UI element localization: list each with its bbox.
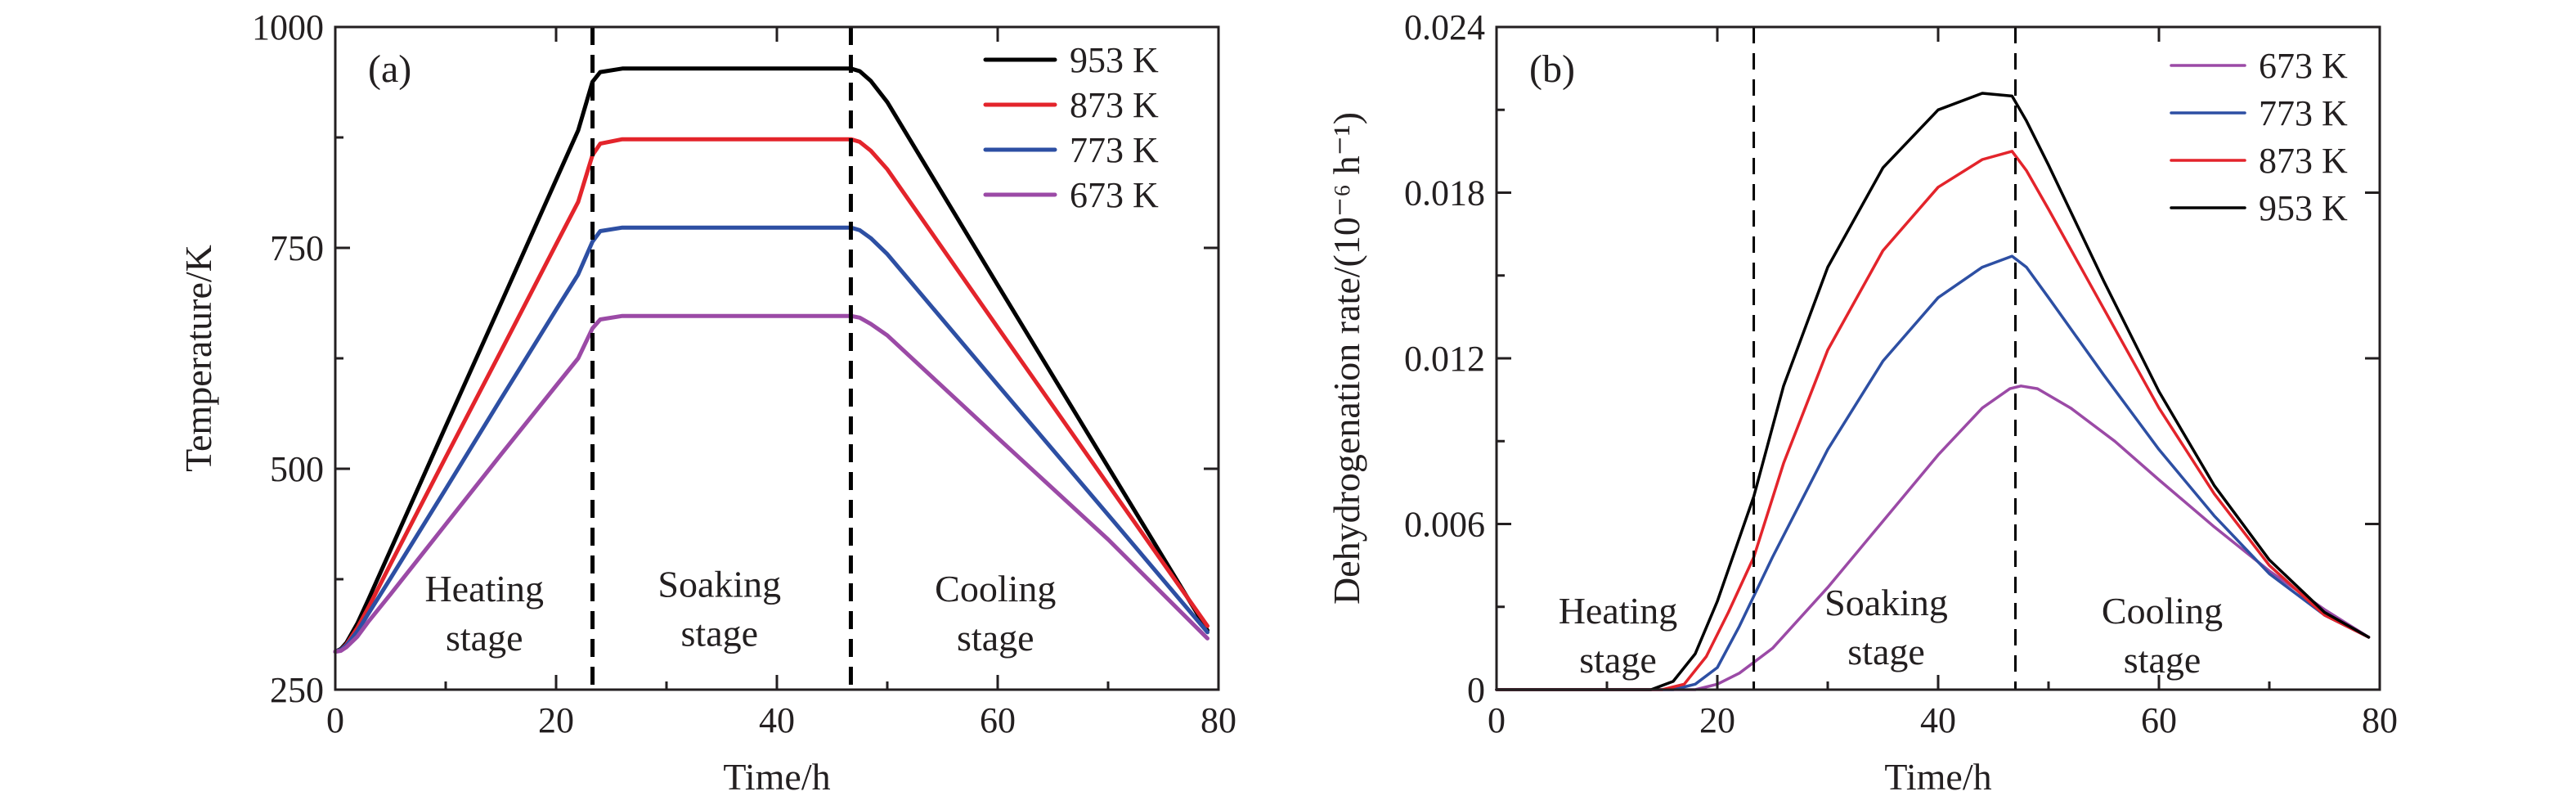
x-tick-label: 40 [759,700,795,740]
y-tick-label: 0 [1467,670,1485,710]
legend-label-773-k: 773 K [2259,93,2348,133]
series-line-953-k [1495,92,2371,691]
stage-label-cooling: Cooling stage [2102,590,2223,681]
x-tick-label: 60 [2141,700,2177,740]
y-tick-label: 0.024 [1404,7,1485,47]
y-axis-label: Dehydrogenation rate/(10⁻⁶ h⁻¹) [1326,112,1367,605]
y-tick-label: 0.018 [1404,173,1485,214]
stage-label-line: stage [1847,631,1925,672]
legend-label-953-k: 953 K [1070,40,1159,80]
stage-label-heating: Heating stage [1559,590,1678,681]
x-tick-label: 80 [1200,700,1236,740]
y-tick-label: 1000 [252,7,324,47]
series-line-773-k [333,225,1209,654]
panel-label: (b) [1529,47,1575,91]
stage-label-line: stage [681,613,759,654]
series-line-673-k [333,313,1209,654]
stage-label-line: stage [446,617,523,659]
panel-a-temperature-chart: 0 20 40 60 80 250 500 750 1000 Time/h Temperature/… [177,7,1236,798]
x-tick-label: 60 [980,700,1016,740]
y-axis-label: Temperature/K [177,245,219,472]
stage-label-line: Heating [1559,590,1678,632]
stage-label-line: stage [2124,639,2201,681]
x-tick-label: 80 [2362,700,2398,740]
x-tick-label: 40 [1920,700,1956,740]
stage-label-soaking: Soaking stage [1824,582,1948,672]
legend-label-873-k: 873 K [2259,141,2348,181]
stage-label-line: Cooling [935,568,1056,609]
legend-label-773-k: 773 K [1070,130,1159,170]
stage-label-line: stage [1579,639,1657,681]
legend: 673 K 773 K 873 K 953 K [2170,46,2348,228]
stage-label-line: Soaking [657,564,781,605]
stage-label-line: stage [957,617,1034,659]
stage-label-soaking: Soaking stage [657,564,781,654]
y-tick-label: 0.012 [1404,339,1485,379]
x-tick-label: 20 [538,700,574,740]
legend-label-953-k: 953 K [2259,188,2348,228]
stage-label-line: Soaking [1824,582,1948,623]
series-line-873-k [333,137,1209,654]
stage-label-heating: Heating stage [424,568,544,659]
x-axis-label: Time/h [723,756,830,798]
stage-label-line: Heating [424,568,544,609]
stage-label-line: Cooling [2102,590,2223,632]
stage-label-cooling: Cooling stage [935,568,1056,659]
x-tick-label: 0 [326,700,344,740]
legend-label-873-k: 873 K [1070,85,1159,125]
legend-label-673-k: 673 K [1070,175,1159,215]
y-tick-label: 750 [270,228,324,268]
series-line-953-k [333,66,1209,654]
x-tick-label: 20 [1699,700,1735,740]
y-tick-label: 250 [270,670,324,710]
x-axis-label: Time/h [1884,756,1991,798]
panel-label: (a) [368,47,411,91]
series-line-873-k [1495,150,2371,691]
series-line-673-k [1495,385,2371,691]
series-line-773-k [1495,254,2371,691]
y-tick-label: 0.006 [1404,505,1485,545]
panel-b-dehydrogenation-chart: 0 20 40 60 80 0 0.006 0.012 0.018 0.024 Time/h Dehy… [1326,7,2398,798]
x-tick-label: 0 [1488,700,1506,740]
y-tick-label: 500 [270,449,324,489]
legend: 953 K 873 K 773 K 673 K [983,40,1159,215]
legend-label-673-k: 673 K [2259,46,2348,86]
